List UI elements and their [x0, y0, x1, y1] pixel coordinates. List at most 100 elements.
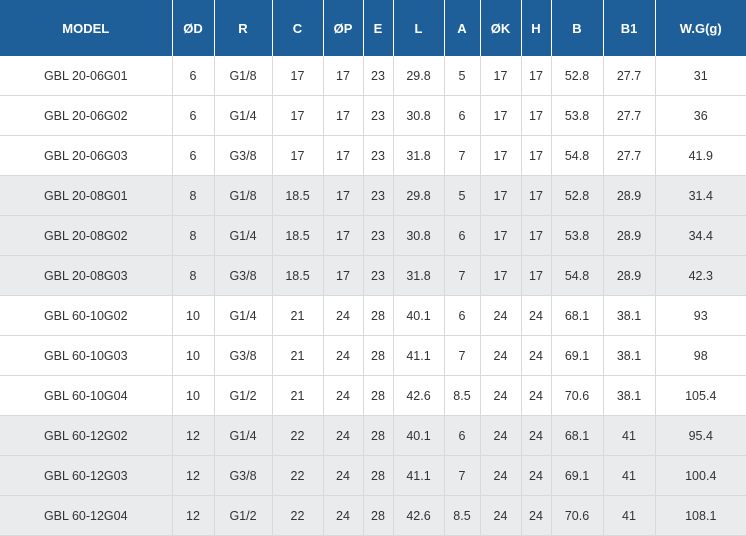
spec-cell: G1/4	[214, 95, 273, 136]
spec-cell: 18.5	[272, 175, 324, 216]
spec-cell: 6	[444, 415, 481, 456]
column-header: B1	[603, 0, 656, 56]
spec-cell: 17	[521, 135, 552, 176]
spec-cell: 12	[172, 455, 215, 496]
spec-cell: 27.7	[603, 56, 656, 96]
spec-cell: 23	[363, 175, 394, 216]
spec-cell: 5	[444, 175, 481, 216]
spec-cell: 17	[480, 95, 522, 136]
spec-cell: 41.1	[393, 455, 445, 496]
spec-cell: 21	[272, 295, 324, 336]
table-row: GBL 60-10G03 10 G3/8 21 24 28 41.1 7 24 24 69.1 38.…	[0, 335, 746, 376]
spec-cell: 69.1	[551, 335, 604, 376]
column-header: MODEL	[0, 0, 173, 56]
spec-cell: G1/8	[214, 175, 273, 216]
spec-cell: 17	[323, 255, 364, 296]
spec-cell: 17	[480, 135, 522, 176]
spec-cell: 31.8	[393, 255, 445, 296]
model-cell: GBL 20-08G01	[0, 175, 173, 216]
spec-cell: 28.9	[603, 215, 656, 256]
spec-cell: G1/8	[214, 56, 273, 96]
column-header: ØK	[480, 0, 522, 56]
spec-cell: 24	[323, 415, 364, 456]
table-row: GBL 20-08G01 8 G1/8 18.5 17 23 29.8 5 17 17 52.8 28…	[0, 175, 746, 216]
spec-cell: 6	[444, 95, 481, 136]
spec-cell: G1/4	[214, 215, 273, 256]
spec-cell: 28	[363, 495, 394, 536]
spec-cell: 17	[480, 175, 522, 216]
spec-cell: 17	[272, 95, 324, 136]
column-header: ØD	[172, 0, 215, 56]
spec-cell: 24	[480, 335, 522, 376]
spec-cell: 108.1	[655, 495, 746, 536]
spec-cell: 41	[603, 455, 656, 496]
spec-cell: 7	[444, 335, 481, 376]
spec-cell: 30.8	[393, 95, 445, 136]
spec-cell: 17	[323, 95, 364, 136]
spec-cell: 28	[363, 415, 394, 456]
model-cell: GBL 20-08G03	[0, 255, 173, 296]
spec-cell: 6	[444, 215, 481, 256]
table-row: GBL 60-12G04 12 G1/2 22 24 28 42.6 8.5 24 24 70.6 4…	[0, 495, 746, 536]
spec-cell: 40.1	[393, 295, 445, 336]
spec-cell: 54.8	[551, 255, 604, 296]
spec-cell: 17	[480, 255, 522, 296]
spec-cell: 52.8	[551, 175, 604, 216]
spec-cell: 17	[480, 56, 522, 96]
table-row: GBL 20-06G01 6 G1/8 17 17 23 29.8 5 17 17 52.8 27.7…	[0, 56, 746, 96]
spec-cell: 24	[521, 415, 552, 456]
spec-cell: 22	[272, 495, 324, 536]
spec-cell: 24	[323, 335, 364, 376]
spec-cell: 7	[444, 255, 481, 296]
spec-cell: 17	[272, 56, 324, 96]
model-cell: GBL 60-10G04	[0, 375, 173, 416]
spec-cell: 29.8	[393, 175, 445, 216]
spec-cell: G3/8	[214, 335, 273, 376]
spec-cell: 31.4	[655, 175, 746, 216]
spec-cell: 17	[521, 175, 552, 216]
model-cell: GBL 60-12G04	[0, 495, 173, 536]
spec-cell: 22	[272, 415, 324, 456]
model-cell: GBL 20-08G02	[0, 215, 173, 256]
table-row: GBL 20-08G03 8 G3/8 18.5 17 23 31.8 7 17 17 54.8 28…	[0, 255, 746, 296]
spec-cell: 6	[444, 295, 481, 336]
spec-cell: 41.1	[393, 335, 445, 376]
spec-cell: 17	[521, 95, 552, 136]
spec-cell: 8	[172, 255, 215, 296]
spec-cell: 23	[363, 255, 394, 296]
spec-cell: 24	[521, 375, 552, 416]
spec-cell: 8	[172, 175, 215, 216]
spec-cell: 24	[480, 295, 522, 336]
model-cell: GBL 60-12G02	[0, 415, 173, 456]
spec-cell: 54.8	[551, 135, 604, 176]
spec-cell: 12	[172, 415, 215, 456]
spec-cell: 10	[172, 295, 215, 336]
spec-cell: 30.8	[393, 215, 445, 256]
spec-cell: 28.9	[603, 175, 656, 216]
spec-cell: G1/4	[214, 295, 273, 336]
table-row: GBL 20-06G02 6 G1/4 17 17 23 30.8 6 17 17 53.8 27.7…	[0, 95, 746, 136]
model-cell: GBL 60-10G02	[0, 295, 173, 336]
spec-cell: 98	[655, 335, 746, 376]
spec-cell: G3/8	[214, 255, 273, 296]
spec-cell: 17	[323, 56, 364, 96]
spec-cell: 23	[363, 56, 394, 96]
spec-cell: 24	[521, 495, 552, 536]
spec-cell: 24	[323, 495, 364, 536]
column-header: ØP	[323, 0, 364, 56]
spec-cell: 28	[363, 295, 394, 336]
spec-cell: 41	[603, 495, 656, 536]
spec-cell: 34.4	[655, 215, 746, 256]
model-cell: GBL 20-06G03	[0, 135, 173, 176]
spec-cell: 40.1	[393, 415, 445, 456]
spec-cell: 95.4	[655, 415, 746, 456]
spec-cell: 21	[272, 335, 324, 376]
spec-cell: 17	[272, 135, 324, 176]
spec-cell: 18.5	[272, 255, 324, 296]
spec-cell: 24	[521, 455, 552, 496]
spec-cell: 68.1	[551, 295, 604, 336]
spec-cell: 27.7	[603, 135, 656, 176]
column-header: C	[272, 0, 324, 56]
column-header: R	[214, 0, 273, 56]
